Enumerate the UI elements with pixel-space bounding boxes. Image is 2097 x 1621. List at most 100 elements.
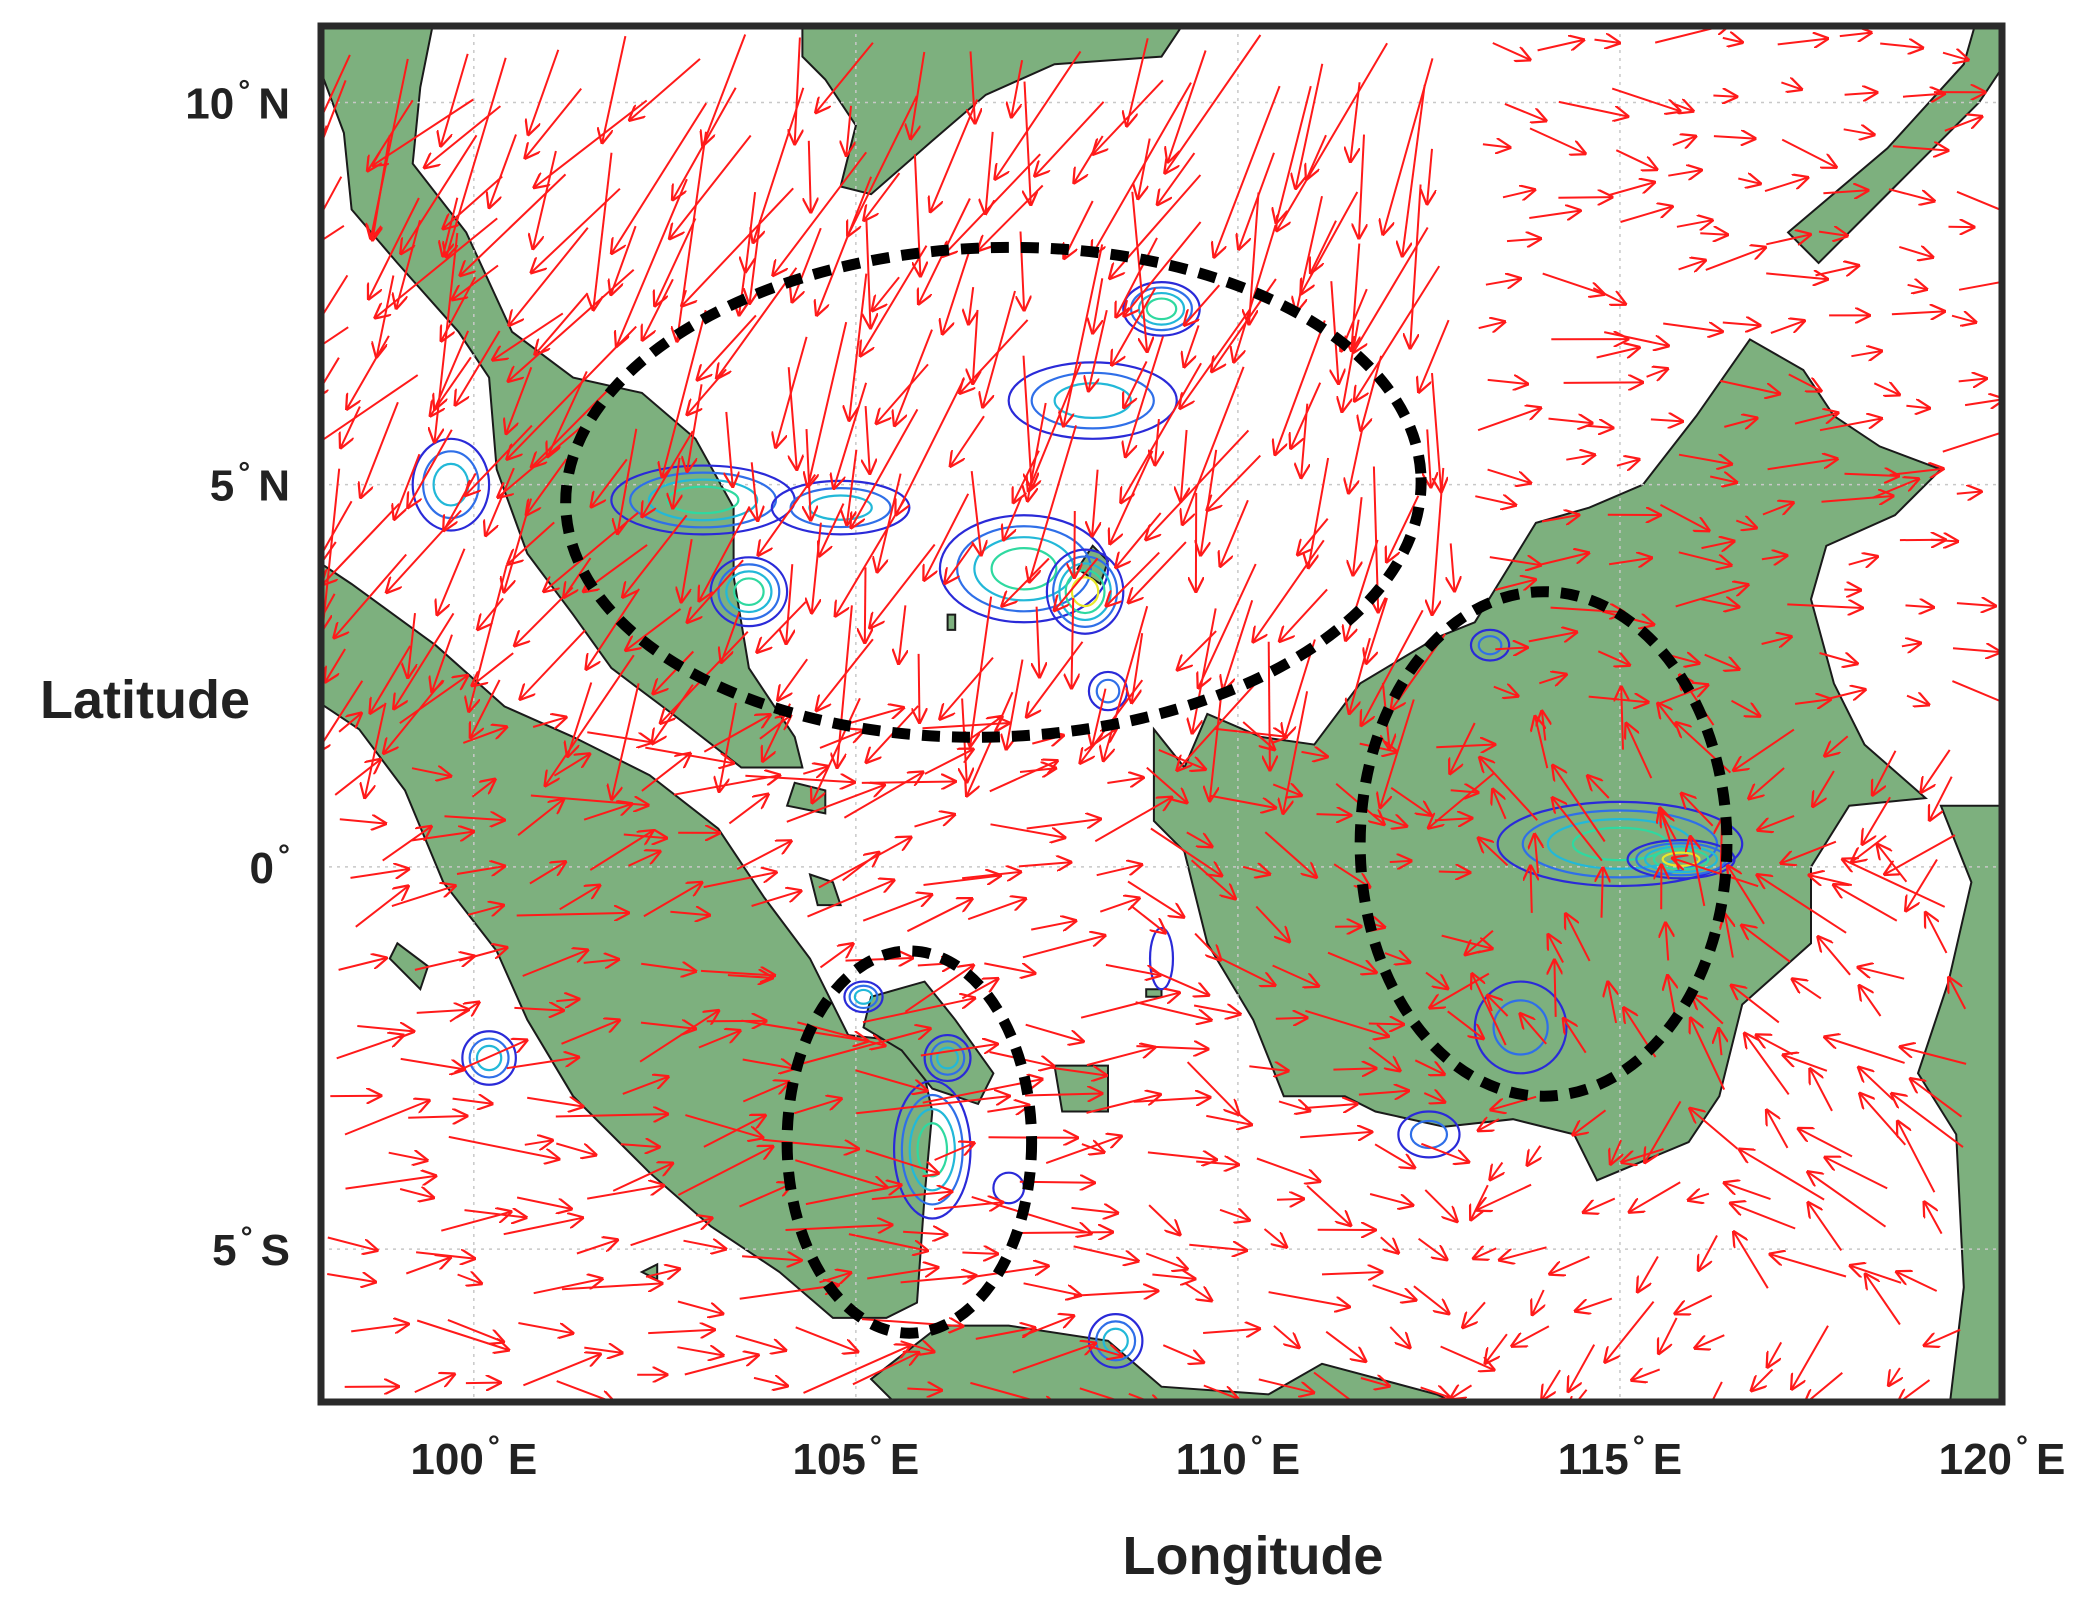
wind-vector [819, 503, 845, 556]
wind-vector [739, 1184, 793, 1208]
wind-vector [394, 453, 421, 519]
wind-vector [1313, 1371, 1370, 1402]
wind-vector [1275, 1018, 1307, 1019]
wind-vector [1054, 557, 1099, 610]
wind-vector [1193, 1006, 1240, 1015]
wind-vector [1626, 724, 1653, 779]
wind-vector [1781, 840, 1837, 864]
wind-vector [1147, 1152, 1216, 1159]
wind-vector [1602, 868, 1603, 918]
wind-vector [736, 841, 791, 870]
wind-vector [1678, 551, 1731, 565]
wind-vector [1203, 1384, 1238, 1399]
wind-vector [1146, 429, 1250, 539]
wind-vector [1520, 1014, 1547, 1045]
wind-vector [1272, 964, 1319, 987]
wind-vector [759, 715, 791, 740]
wind-vector [1184, 325, 1200, 366]
wind-vector [1092, 82, 1192, 256]
wind-vector [1542, 1369, 1561, 1400]
wind-vector [1738, 179, 1760, 184]
wind-vector [1438, 872, 1470, 873]
wind-vector [1532, 1289, 1543, 1315]
wind-vector [373, 135, 391, 240]
wind-vector [971, 1195, 1091, 1234]
wind-vector [786, 564, 792, 643]
wind-vector [523, 1354, 600, 1387]
wind-vector [556, 1142, 596, 1155]
wind-vector [1756, 1035, 1794, 1056]
wind-vector [544, 512, 639, 592]
wind-vector [1264, 831, 1316, 877]
precip-contour [1409, 1119, 1449, 1150]
wind-vector [1787, 604, 1862, 608]
wind-vector [819, 944, 853, 969]
wind-vector [662, 309, 707, 477]
wind-vector [1427, 148, 1432, 204]
wind-vector [1672, 136, 1696, 145]
wind-vector [1575, 1297, 1613, 1311]
wind-vector [1781, 138, 1836, 168]
wind-vector [1529, 211, 1580, 218]
wind-vector [1145, 1252, 1187, 1269]
wind-vector [1214, 85, 1281, 257]
wind-vector [1603, 331, 1668, 346]
wind-vector [1897, 1272, 1938, 1292]
wind-vector [1014, 1232, 1113, 1233]
wind-vector [1177, 630, 1217, 670]
wind-vector [630, 58, 701, 120]
wind-vector [1825, 1157, 1888, 1190]
wind-vector [1177, 684, 1255, 770]
wind-vector [1183, 1281, 1212, 1301]
wind-vector [1276, 85, 1312, 223]
wind-vector [1269, 641, 1270, 770]
wind-vector [1704, 653, 1739, 670]
wind-vector [1002, 557, 1050, 607]
wind-vector [1566, 455, 1594, 460]
wind-vector [532, 381, 617, 467]
land-karimata [1145, 988, 1163, 998]
wind-vector [1709, 477, 1736, 483]
wind-vector [1275, 320, 1326, 455]
land-anambas [946, 613, 957, 631]
wind-vector [462, 727, 506, 744]
wind-vector [1724, 1183, 1771, 1201]
wind-vector [471, 779, 495, 798]
wind-vector [394, 612, 455, 708]
wind-vector [1436, 745, 1494, 748]
wind-vector [962, 1253, 997, 1254]
wind-vector [1671, 103, 1693, 111]
wind-vector [757, 601, 807, 652]
wind-vector [1956, 190, 2002, 217]
wind-vector [1900, 1047, 1967, 1065]
wind-vector [1558, 100, 1628, 117]
wind-vector [1608, 558, 1651, 564]
wind-vector [812, 697, 861, 802]
lat-tick-label: 5 ° N [210, 457, 290, 511]
wind-vector [504, 498, 533, 592]
wind-vector [1451, 1385, 1473, 1398]
wind-vector [1848, 557, 1878, 565]
wind-vector [1071, 1208, 1118, 1213]
wind-vector [370, 645, 412, 713]
wind-vector [970, 1381, 1058, 1402]
wind-vector [1596, 348, 1640, 358]
wind-vector [1413, 1285, 1449, 1313]
wind-vector [899, 605, 906, 663]
wind-vector [1242, 867, 1270, 874]
wind-vector [1414, 1059, 1444, 1074]
wind-vector [969, 286, 974, 324]
wind-vector [1168, 50, 1207, 162]
wind-vector [456, 866, 505, 874]
wind-vector [452, 1099, 492, 1104]
wind-vector [341, 406, 361, 448]
wind-vector [321, 224, 345, 243]
land-sumatra [321, 562, 934, 1319]
wind-vector [1931, 540, 1958, 542]
wind-vector [1380, 1236, 1399, 1253]
wind-vector [1253, 539, 1325, 641]
wind-vector [561, 1283, 662, 1289]
wind-vector [1699, 1235, 1718, 1271]
wind-vector [1124, 221, 1202, 316]
